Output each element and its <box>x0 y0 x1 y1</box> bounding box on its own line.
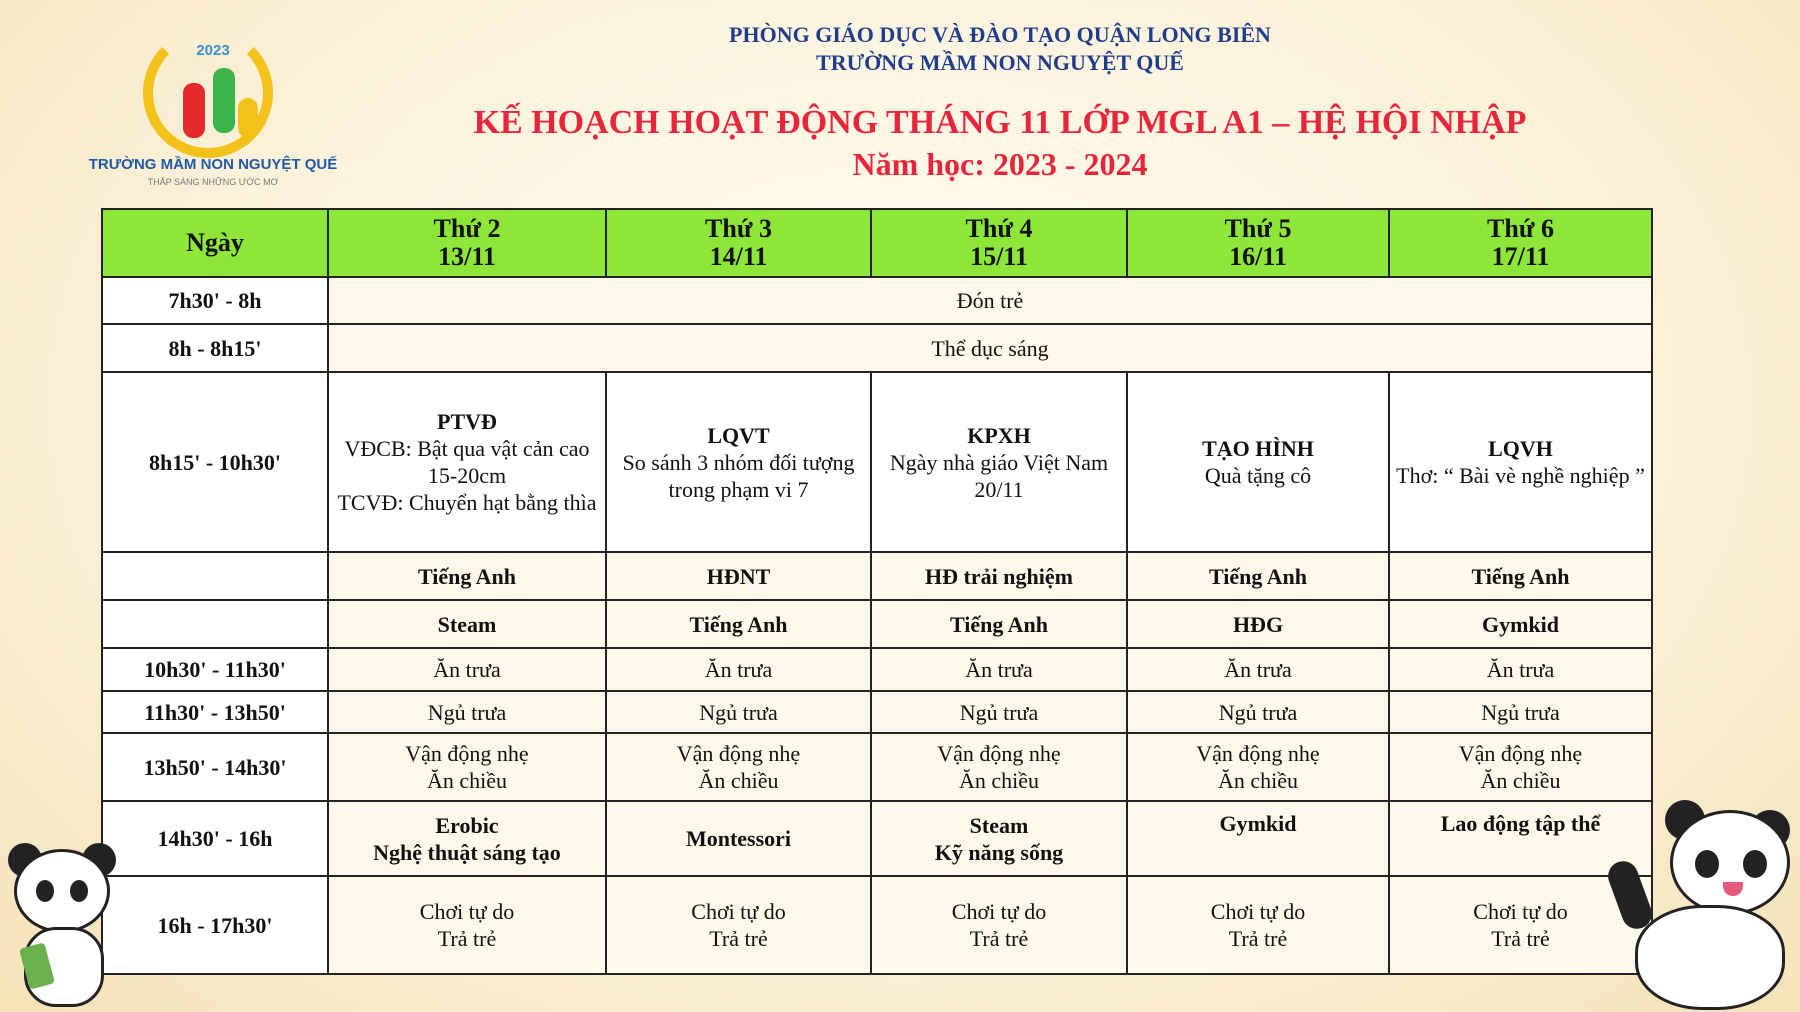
activity-cell: Tiếng Anh <box>1388 551 1653 601</box>
activity-cell: Vận động nhẹ Ăn chiều <box>605 732 872 802</box>
activity-cell: PTVĐ VĐCB: Bật qua vật cản cao 15-20cm TCV… <box>327 371 607 553</box>
col-header: Thứ 3 14/11 <box>605 208 872 278</box>
col-header: Thứ 6 17/11 <box>1388 208 1653 278</box>
activity-cell: Ăn trưa <box>327 647 607 692</box>
activity-cell: Thể dục sáng <box>327 323 1653 373</box>
logo-school-name: TRƯỜNG MẦM NON NGUYỆT QUẾ <box>88 156 338 173</box>
activity-cell: Gymkid <box>1388 599 1653 649</box>
time-cell: 8h15' - 10h30' <box>101 371 329 553</box>
time-cell: 7h30' - 8h <box>101 276 329 325</box>
table-row: Tiếng Anh HĐNT HĐ trải nghiệm Tiếng Anh … <box>101 551 1653 601</box>
activity-cell: Chơi tự do Trả trẻ <box>605 875 872 975</box>
table-row: 8h - 8h15' Thể dục sáng <box>101 323 1653 373</box>
time-cell: 13h50' - 14h30' <box>101 732 329 802</box>
time-cell <box>101 551 329 601</box>
header-row: Ngày Thứ 2 13/11 Thứ 3 14/11 Thứ 4 15/11 Th… <box>101 208 1653 278</box>
activity-cell: Tiếng Anh <box>327 551 607 601</box>
activity-cell: Montessori <box>605 800 872 877</box>
school-logo: 2023 TRƯỜNG MẦM NON NGUYỆT QUẾ THẮP SÁNG… <box>88 18 338 193</box>
activity-cell: Ngủ trưa <box>605 690 872 734</box>
col-header-day: Ngày <box>101 208 329 278</box>
activity-cell: Vận động nhẹ Ăn chiều <box>1126 732 1390 802</box>
table-row: 14h30' - 16h Erobic Nghệ thuật sáng tạo M… <box>101 800 1653 877</box>
activity-cell: Ngủ trưa <box>870 690 1128 734</box>
activity-cell: HĐ trải nghiệm <box>870 551 1128 601</box>
department-name: PHÒNG GIÁO DỤC VÀ ĐÀO TẠO QUẬN LONG BIÊN <box>729 22 1271 47</box>
table-row: 8h15' - 10h30' PTVĐ VĐCB: Bật qua vật cản… <box>101 371 1653 553</box>
activity-cell: Gymkid <box>1126 800 1390 877</box>
panda-illustration-right <box>1603 800 1800 1012</box>
time-cell: 14h30' - 16h <box>101 800 329 877</box>
activity-cell: Chơi tự do Trả trẻ <box>327 875 607 975</box>
activity-cell: KPXH Ngày nhà giáo Việt Nam 20/11 <box>870 371 1128 553</box>
activity-cell: Tiếng Anh <box>870 599 1128 649</box>
activity-cell: Chơi tự do Trả trẻ <box>1388 875 1653 975</box>
time-cell <box>101 599 329 649</box>
table-row: 16h - 17h30' Chơi tự do Trả trẻ Chơi tự d… <box>101 875 1653 975</box>
activity-cell: Ăn trưa <box>1126 647 1390 692</box>
activity-cell: Tiếng Anh <box>605 599 872 649</box>
panda-illustration-left <box>0 835 140 1012</box>
activity-cell: Ngủ trưa <box>1388 690 1653 734</box>
col-header: Thứ 2 13/11 <box>327 208 607 278</box>
activity-cell: Đón trẻ <box>327 276 1653 325</box>
activity-cell: Steam Kỹ năng sống <box>870 800 1128 877</box>
activity-cell: Chơi tự do Trả trẻ <box>1126 875 1390 975</box>
table-row: 13h50' - 14h30' Vận động nhẹ Ăn chiều Vận… <box>101 732 1653 802</box>
time-cell: 16h - 17h30' <box>101 875 329 975</box>
school-year: Năm học: 2023 - 2024 <box>852 146 1148 182</box>
schedule-table: Ngày Thứ 2 13/11 Thứ 3 14/11 Thứ 4 15/11 Th… <box>101 208 1653 975</box>
activity-cell: Ngủ trưa <box>1126 690 1390 734</box>
activity-cell: Vận động nhẹ Ăn chiều <box>327 732 607 802</box>
activity-cell: Ăn trưa <box>870 647 1128 692</box>
activity-cell: TẠO HÌNH Quà tặng cô <box>1126 371 1390 553</box>
table-row: 7h30' - 8h Đón trẻ <box>101 276 1653 325</box>
table-row: Steam Tiếng Anh Tiếng Anh HĐG Gymkid <box>101 599 1653 649</box>
activity-cell: Tiếng Anh <box>1126 551 1390 601</box>
school-name: TRƯỜNG MẦM NON NGUYỆT QUẾ <box>816 50 1184 75</box>
activity-cell: HĐNT <box>605 551 872 601</box>
activity-cell: Vận động nhẹ Ăn chiều <box>870 732 1128 802</box>
page-title: KẾ HOẠCH HOẠT ĐỘNG THÁNG 11 LỚP MGL A1 –… <box>473 104 1527 141</box>
logo-slogan: THẮP SÁNG NHỮNG ƯỚC MƠ <box>147 177 279 187</box>
activity-cell: Ăn trưa <box>1388 647 1653 692</box>
time-cell: 10h30' - 11h30' <box>101 647 329 692</box>
table-row: 11h30' - 13h50' Ngủ trưa Ngủ trưa Ngủ tr… <box>101 690 1653 734</box>
time-cell: 11h30' - 13h50' <box>101 690 329 734</box>
activity-cell: HĐG <box>1126 599 1390 649</box>
activity-cell: LQVH Thơ: “ Bài vè nghề nghiệp ” <box>1388 371 1653 553</box>
activity-cell: Vận động nhẹ Ăn chiều <box>1388 732 1653 802</box>
time-cell: 8h - 8h15' <box>101 323 329 373</box>
activity-cell: Ăn trưa <box>605 647 872 692</box>
activity-cell: Erobic Nghệ thuật sáng tạo <box>327 800 607 877</box>
activity-cell: Ngủ trưa <box>327 690 607 734</box>
activity-cell: Lao động tập thể <box>1388 800 1653 877</box>
col-header: Thứ 4 15/11 <box>870 208 1128 278</box>
col-header: Thứ 5 16/11 <box>1126 208 1390 278</box>
activity-cell: Steam <box>327 599 607 649</box>
activity-cell: LQVT So sánh 3 nhóm đối tượng trong phạm … <box>605 371 872 553</box>
activity-cell: Chơi tự do Trả trẻ <box>870 875 1128 975</box>
table-row: 10h30' - 11h30' Ăn trưa Ăn trưa Ăn trưa … <box>101 647 1653 692</box>
